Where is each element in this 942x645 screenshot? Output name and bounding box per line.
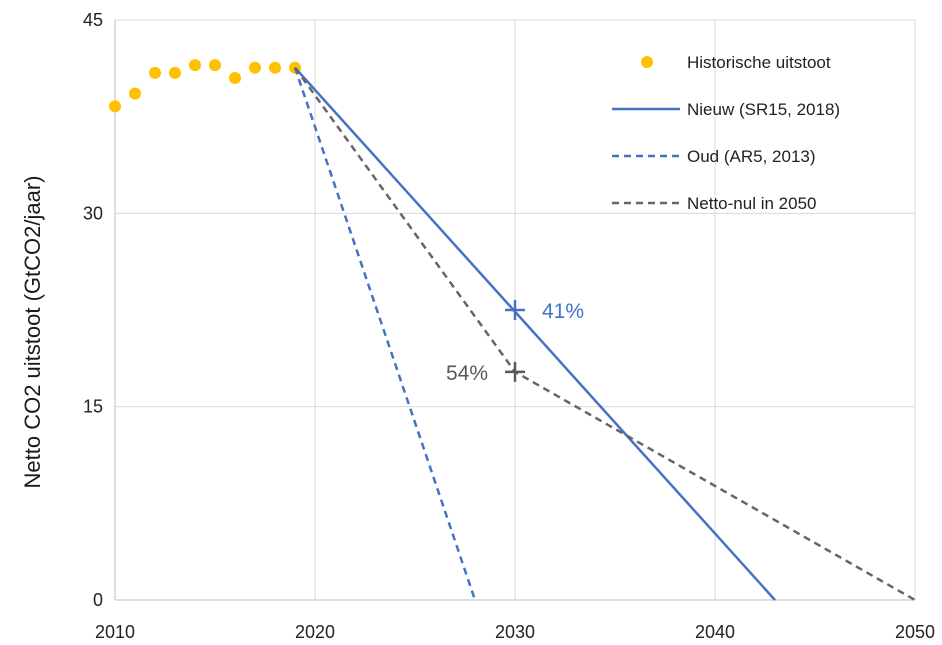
legend-label: Nieuw (SR15, 2018) [687,100,840,119]
data-point-historische-uitstoot [149,66,161,79]
x-tick-label: 2030 [495,622,535,642]
series-line-oud-ar5-2013 [293,67,477,601]
series-line-nieuw-sr15-2018 [294,66,776,601]
series-layer [109,59,916,602]
legend-item: Nieuw (SR15, 2018) [612,100,840,119]
data-point-historische-uitstoot [169,66,181,79]
x-tick-label: 2050 [895,622,935,642]
y-tick-label: 30 [83,203,103,223]
x-tick-label: 2010 [95,622,135,642]
data-point-historische-uitstoot [109,100,121,113]
y-tick-label: 15 [83,397,103,417]
x-tick-label: 2020 [295,622,335,642]
annotation-marker [505,361,525,382]
data-point-historische-uitstoot [129,87,141,100]
legend: Historische uitstoot Nieuw (SR15, 2018) Ou… [612,53,840,213]
axes [114,20,915,601]
annotation-label: 54% [446,362,488,385]
data-point-historische-uitstoot [249,61,261,74]
annotation-marker [505,300,525,320]
legend-item: Netto-nul in 2050 [612,194,816,213]
x-tick-label: 2040 [695,622,735,642]
grid-lines [115,19,916,600]
y-tick-label: 45 [83,10,103,30]
legend-swatch-marker [641,56,653,68]
annotations: 41% 54% [446,300,584,385]
data-point-historische-uitstoot [209,59,221,72]
data-point-historische-uitstoot [189,59,201,72]
tick-labels: 2010 2020 2030 2040 2050 0 15 30 45 [83,10,935,642]
legend-item: Oud (AR5, 2013) [612,147,816,166]
annotation-label: 41% [542,300,584,323]
legend-label: Oud (AR5, 2013) [687,147,816,166]
series-line-netto-nul-in-2050 [293,66,916,602]
legend-item: Historische uitstoot [641,53,831,72]
legend-label: Netto-nul in 2050 [687,194,816,213]
legend-label: Historische uitstoot [687,53,831,72]
y-axis-label: Netto CO2 uitstoot (GtCO2/jaar) [20,176,45,489]
data-point-historische-uitstoot [229,72,241,84]
y-tick-label: 0 [93,590,103,610]
data-point-historische-uitstoot [269,61,281,74]
